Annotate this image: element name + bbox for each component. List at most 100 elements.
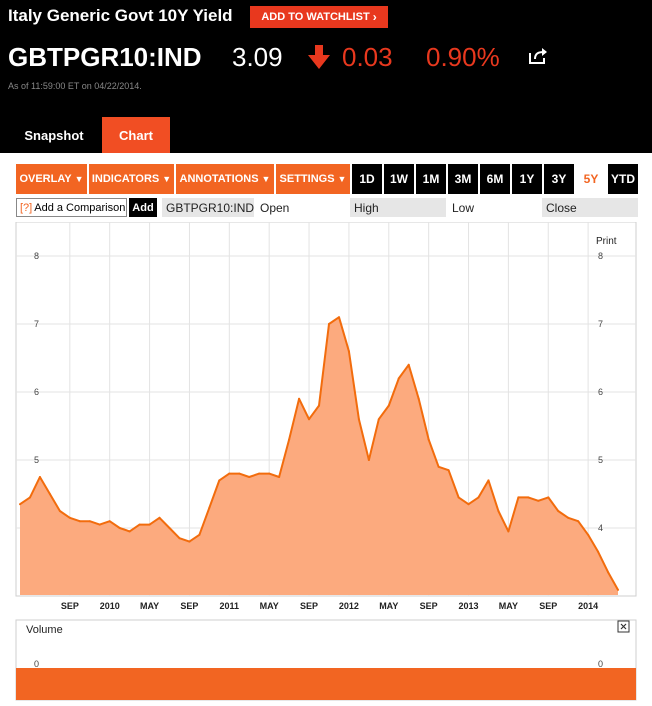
period-5y[interactable]: 5Y [576,164,606,194]
data-point [78,520,81,523]
period-1y[interactable]: 1Y [512,164,542,194]
data-point [357,418,360,421]
data-point [537,499,540,502]
y-tick-label-right: 6 [598,387,603,397]
y-tick-label-right: 4 [598,523,603,533]
volume-bars [16,668,636,700]
data-point [367,459,370,461]
period-ytd[interactable]: YTD [608,164,638,194]
data-point [557,510,560,512]
volume-label: Volume [26,624,63,636]
annotations-menu[interactable]: ANNOTATIONS ▼ [176,164,274,194]
comparison-row: [?] Add a Comparison Add GBTPGR10:IND Op… [16,197,638,219]
data-point [318,404,321,407]
data-point [527,496,530,499]
overlay-menu[interactable]: OVERLAY ▼ [16,164,87,194]
x-tick-label: 2010 [100,601,120,611]
volume-y-tick-left: 0 [34,659,39,669]
security-name: Italy Generic Govt 10Y Yield [8,6,233,25]
caret-down-icon: ▼ [162,174,172,184]
annotations-label: ANNOTATIONS [179,173,259,185]
data-point [258,472,261,475]
watchlist-label: ADD TO WATCHLIST [261,11,370,23]
y-tick-label-left: 7 [34,319,39,329]
price-chart: SEP 2010 MAY SEP 2011 MAY SEP 2012 MAY SEP 2013 MAY… [15,222,637,701]
comparison-placeholder: Add a Comparison [34,201,126,214]
comparison-input[interactable]: [?] Add a Comparison [16,198,127,217]
data-point [487,479,490,482]
data-point [58,510,61,512]
x-tick-label: SEP [180,601,198,611]
price-change-percent: 0.90% [426,42,500,72]
data-point [417,397,420,400]
share-icon[interactable] [528,47,548,65]
as-of-timestamp: As of 11:59:00 ET on 04/22/2014. [8,81,142,91]
data-point [128,530,131,533]
data-point [38,476,41,478]
data-point [19,503,21,506]
data-point [617,588,620,591]
x-tick-label: MAY [260,601,279,611]
data-point [138,523,141,526]
chevron-right-icon: › [372,10,377,24]
comparison-ticker: GBTPGR10:IND [162,198,254,217]
data-point [178,537,181,540]
overlay-label: OVERLAY [19,173,72,185]
data-point [427,438,430,441]
data-point [457,496,460,499]
data-point [477,496,480,499]
data-point [168,527,171,529]
y-tick-label-left: 8 [34,251,39,261]
add-to-watchlist-button[interactable]: ADD TO WATCHLIST › [250,6,388,28]
print-link[interactable]: Print [596,236,617,247]
x-tick-label: 2013 [459,601,479,611]
x-tick-label: SEP [300,601,318,611]
tab-chart[interactable]: Chart [102,117,170,153]
caret-down-icon: ▼ [337,174,347,184]
caret-down-icon: ▼ [261,174,271,184]
period-1m[interactable]: 1M [416,164,446,194]
period-3m[interactable]: 3M [448,164,478,194]
tab-snapshot[interactable]: Snapshot [8,117,100,153]
data-point [497,510,500,512]
data-point [607,571,610,574]
data-point [567,516,570,519]
data-point [198,533,201,536]
data-point [148,523,151,526]
close-field: Close [542,198,638,217]
data-point [347,350,350,353]
quote-header: Italy Generic Govt 10Y Yield ADD TO WATC… [0,0,652,153]
data-point [208,506,211,509]
data-point [118,527,121,529]
data-point [238,472,241,475]
period-1w[interactable]: 1W [384,164,414,194]
add-comparison-button[interactable]: Add [129,198,157,217]
open-field: Open [256,198,348,217]
x-tick-label: MAY [379,601,398,611]
period-6m[interactable]: 6M [480,164,510,194]
data-point [467,503,470,506]
settings-menu[interactable]: SETTINGS ▼ [276,164,350,194]
data-point [517,496,520,499]
caret-down-icon: ▼ [74,174,84,184]
data-point [68,516,71,519]
data-point [288,438,291,441]
high-field: High [350,198,446,217]
x-tick-label: SEP [539,601,557,611]
indicators-menu[interactable]: INDICATORS ▼ [89,164,174,194]
data-point [108,520,111,523]
data-point [577,520,580,523]
data-point [587,533,590,536]
period-1d[interactable]: 1D [352,164,382,194]
last-price: 3.09 [232,42,283,72]
help-mark[interactable]: [?] [20,201,33,214]
x-tick-label: SEP [61,601,79,611]
x-tick-label: 2012 [339,601,359,611]
period-3y[interactable]: 3Y [544,164,574,194]
low-field: Low [448,198,540,217]
x-tick-label: MAY [499,601,518,611]
y-tick-label-right: 8 [598,251,603,261]
y-tick-label-left: 6 [34,387,39,397]
data-point [387,404,390,407]
y-tick-label-right: 7 [598,319,603,329]
